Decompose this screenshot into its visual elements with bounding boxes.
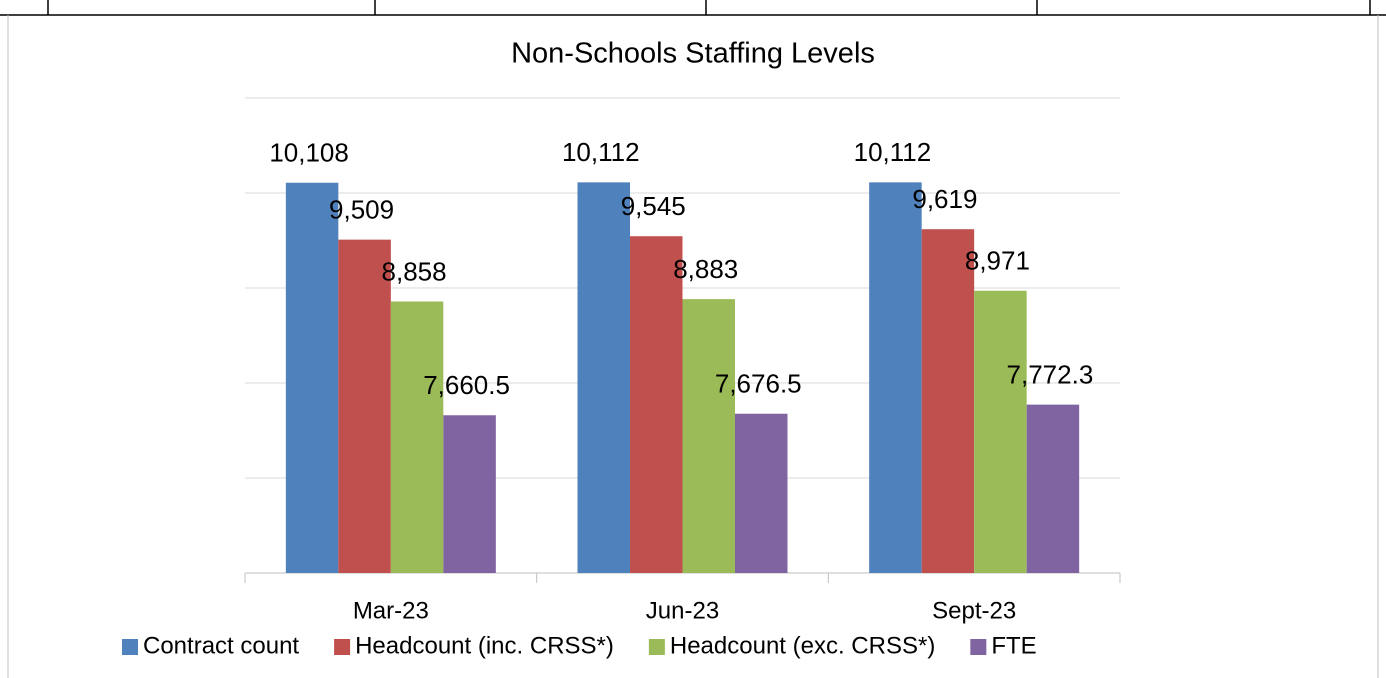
legend-label: Headcount (inc. CRSS*) [355, 632, 614, 659]
bar [443, 415, 496, 573]
data-label: 10,112 [854, 137, 932, 167]
data-label: 8,883 [673, 254, 738, 284]
chart-title: Non-Schools Staffing Levels [511, 38, 875, 70]
data-label: 9,619 [912, 184, 977, 214]
bar [630, 236, 683, 573]
data-label: 9,545 [621, 191, 686, 221]
bar [1026, 404, 1080, 573]
data-label: 8,971 [965, 246, 1030, 276]
legend-label: Contract count [143, 632, 299, 659]
bar [921, 229, 975, 573]
legend-swatch [648, 639, 665, 655]
data-label: 10,112 [562, 137, 640, 167]
page-frame [0, 0, 1386, 16]
legend-swatch [334, 639, 351, 655]
bar [682, 299, 735, 573]
data-label: 7,676.5 [715, 369, 802, 399]
x-tick-label: Mar-23 [353, 597, 429, 624]
legend-label: FTE [991, 632, 1036, 659]
bar [338, 239, 391, 573]
legend-swatch [122, 639, 138, 655]
data-label: 10,108 [269, 138, 349, 168]
data-label: 8,858 [382, 256, 447, 286]
legend-label: Headcount (exc. CRSS*) [670, 632, 935, 659]
data-label: 7,772.3 [1007, 360, 1094, 390]
bar [735, 413, 788, 573]
legend-swatch [970, 639, 987, 655]
x-tick-label: Jun-23 [646, 597, 719, 624]
x-tick-label: Sept-23 [932, 597, 1016, 624]
bar [577, 182, 630, 574]
data-label: 7,660.5 [423, 370, 510, 400]
bar [390, 301, 444, 573]
data-label: 9,509 [329, 195, 394, 225]
bar [869, 182, 922, 574]
bar [285, 182, 339, 574]
bar [974, 290, 1027, 573]
